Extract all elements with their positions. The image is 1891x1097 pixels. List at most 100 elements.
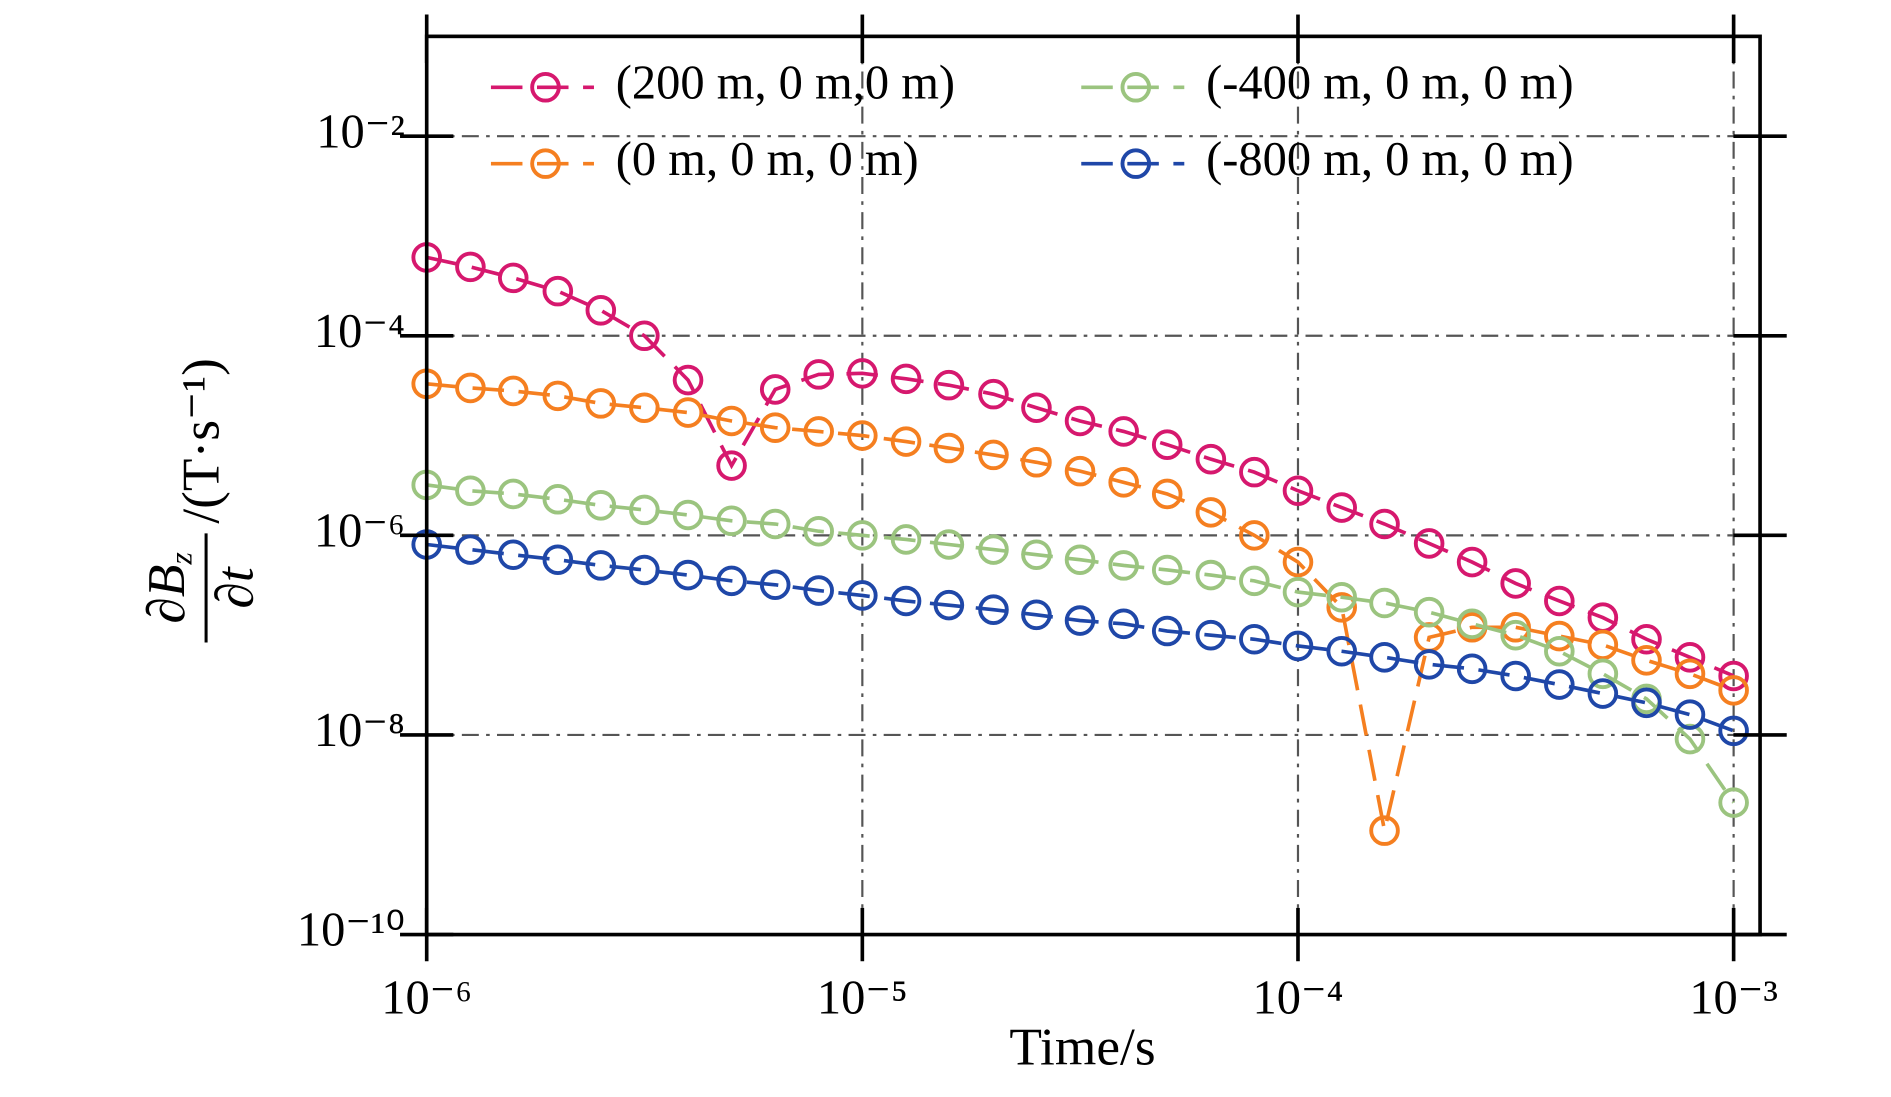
- data-point: [1064, 544, 1096, 576]
- legend-label: (-400 m, 0 m, 0 m): [1206, 56, 1574, 109]
- ticks: 10⁻¹⁰ 10⁻⁸ 10⁻⁶ 10⁻⁴ 10⁻² 10⁻⁶ 10⁻⁵ 10⁻⁴ 10⁻³: [297, 14, 1787, 1025]
- data-point: [1369, 815, 1400, 846]
- legend-marker: [1120, 148, 1152, 179]
- data-point: [1500, 660, 1531, 692]
- y-label-denominator: ∂t: [204, 566, 264, 608]
- data-point: [716, 450, 747, 481]
- data-point: [1500, 619, 1531, 651]
- data-point: [1456, 653, 1488, 685]
- data-point: [455, 534, 486, 565]
- legend-marker: [530, 72, 561, 103]
- data-point: [1456, 608, 1488, 640]
- data-point: [803, 575, 834, 606]
- x-tick-label: 10⁻⁶: [381, 972, 472, 1025]
- data-point: [890, 585, 922, 617]
- data-point: [1282, 576, 1314, 608]
- data-point: [542, 483, 574, 515]
- data-point: [1326, 492, 1357, 523]
- series-line: [426, 382, 1735, 832]
- x-tick-label: 10⁻⁵: [817, 972, 908, 1025]
- grid: [426, 36, 1761, 935]
- series-line: [426, 255, 1735, 678]
- legend-marker: [1120, 72, 1152, 103]
- data-point: [1151, 478, 1183, 510]
- axes-frame: [424, 34, 1762, 937]
- x-tick-label: 10⁻³: [1689, 972, 1778, 1025]
- data-point: [847, 520, 878, 551]
- data-point: [1239, 520, 1270, 551]
- data-point: [1108, 467, 1139, 498]
- y-label-symbol: B: [136, 565, 196, 598]
- data-point: [497, 375, 529, 407]
- data-point: [542, 380, 574, 412]
- data-point: [1239, 623, 1270, 655]
- data-point: [890, 363, 922, 395]
- data-point: [1718, 675, 1749, 706]
- data-point: [629, 494, 660, 526]
- data-point: [1326, 581, 1357, 613]
- data-point: [1413, 528, 1445, 559]
- data-point: [716, 405, 747, 437]
- data-point: [1195, 497, 1227, 528]
- y-tick-label: 10⁻⁸: [314, 704, 405, 757]
- data-point: [716, 505, 747, 537]
- data-point: [1064, 605, 1096, 636]
- data-point: [1151, 429, 1183, 460]
- data-point: [759, 569, 791, 601]
- data-point: [1718, 715, 1749, 747]
- data-point: [978, 534, 1009, 565]
- legend-label: (200 m, 0 m,0 m): [616, 56, 955, 109]
- data-point: [629, 392, 660, 424]
- series-line: [426, 483, 1736, 804]
- data-point: [672, 499, 704, 531]
- y-label-numerator: ∂Bz: [136, 552, 198, 623]
- data-point: [585, 388, 617, 419]
- data-point: [1544, 669, 1575, 700]
- x-tick-label: 10⁻⁴: [1253, 972, 1344, 1025]
- data-point: [803, 359, 834, 390]
- data-point: [978, 378, 1009, 410]
- data-point: [1544, 635, 1575, 667]
- data-point: [1544, 620, 1575, 652]
- data-point: [1195, 559, 1227, 591]
- data-point: [759, 508, 791, 540]
- y-label-subscript: z: [164, 552, 199, 565]
- data-point: [629, 554, 660, 586]
- data-point: [1674, 642, 1706, 673]
- data-point: [497, 478, 529, 510]
- data-point: [542, 544, 574, 576]
- data-point: [1587, 629, 1619, 661]
- data-point: [542, 275, 574, 307]
- data-point: [1064, 455, 1096, 487]
- data-point: [1369, 642, 1400, 673]
- data-point: [1718, 787, 1749, 818]
- data-point: [1151, 615, 1183, 647]
- data-point: [1108, 608, 1139, 640]
- data-point: [1282, 475, 1314, 507]
- data-point: [1413, 596, 1445, 628]
- legend-label: (-800 m, 0 m, 0 m): [1206, 133, 1574, 186]
- data-point: [803, 416, 834, 447]
- data-point: [933, 432, 965, 464]
- data-point: [759, 412, 791, 443]
- data-point: [1500, 568, 1531, 599]
- data-point: [629, 320, 660, 352]
- data-point: [1631, 687, 1662, 719]
- data-point: [933, 589, 965, 621]
- data-point: [890, 426, 922, 457]
- data-point: [1021, 599, 1052, 631]
- y-tick-label: 10⁻⁶: [314, 504, 405, 557]
- data-point: [1282, 630, 1314, 662]
- data-point: [1326, 635, 1357, 667]
- data-point: [1108, 416, 1139, 447]
- data-point: [890, 524, 922, 555]
- legend: (200 m, 0 m,0 m) (0 m, 0 m, 0 m) (-400 m, …: [490, 56, 1574, 186]
- data-point: [1021, 539, 1052, 570]
- data-point: [1282, 546, 1314, 578]
- data-point: [1456, 546, 1488, 578]
- x-axis-label: Time/s: [1009, 1016, 1155, 1076]
- data-point: [716, 565, 747, 597]
- data-point: [585, 490, 617, 521]
- data-point: [1021, 447, 1052, 478]
